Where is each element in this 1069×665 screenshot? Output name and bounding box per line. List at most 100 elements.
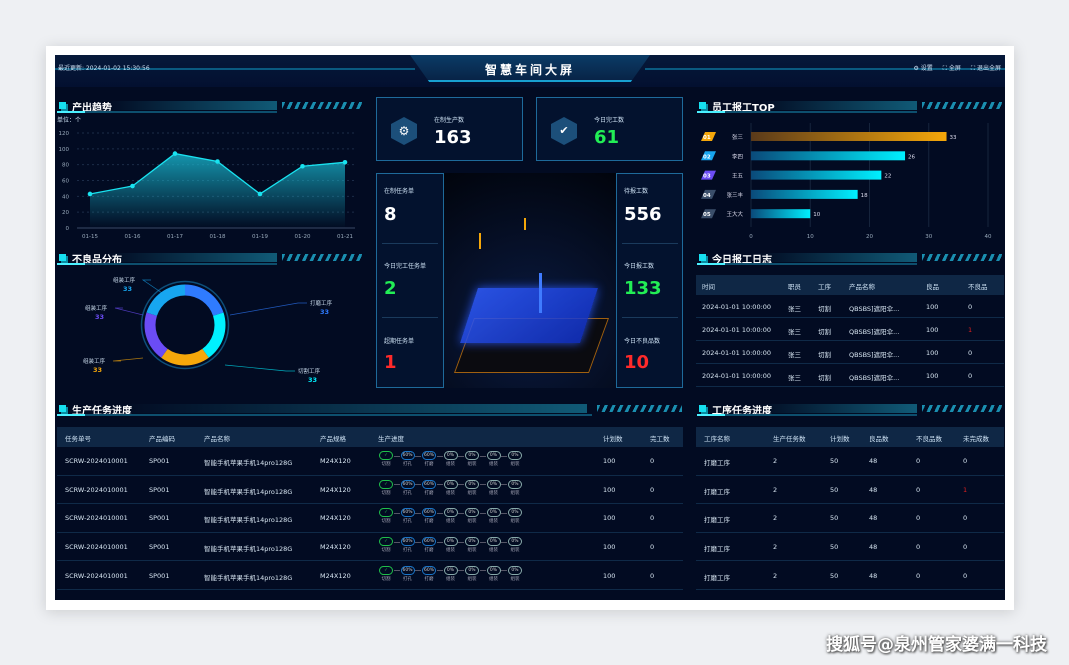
progress-step[interactable]: 0% xyxy=(465,565,479,575)
progress-step[interactable]: 0% xyxy=(465,479,479,489)
progress-step-label: 组装 xyxy=(446,462,455,468)
leader-line xyxy=(229,302,307,316)
check-badge-icon: ✔ xyxy=(551,117,577,145)
section-process-progress: 工序任务进度 xyxy=(697,402,1005,418)
progress-step[interactable]: 0% xyxy=(486,479,501,489)
progress-step[interactable]: 60% xyxy=(400,508,415,518)
table-cell: 100 xyxy=(603,485,616,494)
kpi-label: 在制生产数 xyxy=(434,117,465,124)
table-row: 打磨工序 2 50 48 0 0 xyxy=(696,561,1004,590)
kpi-value: 61 xyxy=(594,127,620,148)
progress-step[interactable]: 0% xyxy=(486,451,501,461)
table-cell: 48 xyxy=(869,514,878,523)
slice-value: 33 xyxy=(320,308,329,316)
progress-step-label: 组装 xyxy=(467,462,477,468)
table-cell: 50 xyxy=(830,514,839,523)
fullscreen-icon: ⛶ xyxy=(942,65,949,72)
fullscreen-button[interactable]: ⛶ 全屏 xyxy=(943,63,961,73)
rank-label: 02 xyxy=(703,154,711,160)
table-cell: 0 xyxy=(963,514,968,523)
column-header: 产品名称 xyxy=(849,283,875,291)
exit-fullscreen-button[interactable]: ⛶ 退出全屏 xyxy=(971,63,1001,73)
progress-step[interactable]: 60% xyxy=(422,565,436,575)
progress-step[interactable]: 0% xyxy=(486,537,501,547)
progress-step[interactable]: 60% xyxy=(422,479,436,489)
progress-step-label: 组装 xyxy=(446,519,455,525)
table-cell: 智能手机苹果手机14pro128G xyxy=(204,545,293,554)
progress-step[interactable]: ✓ xyxy=(379,508,393,518)
table-cell: M24X120 xyxy=(320,485,351,494)
progress-step[interactable]: 60% xyxy=(400,565,415,575)
progress-step[interactable]: ✓ xyxy=(379,479,393,489)
x-tick-label: 20 xyxy=(866,234,873,240)
table-cell: SCRW-2024010001 xyxy=(65,485,128,494)
column-header: 未完成数 xyxy=(963,435,989,443)
slice-label: 组装工序 xyxy=(83,357,106,365)
progress-step[interactable]: 60% xyxy=(400,537,415,547)
settings-button[interactable]: ⚙ 设置 xyxy=(913,63,932,73)
worker-name: 李四 xyxy=(732,152,743,160)
x-tick-label: 30 xyxy=(925,234,932,240)
x-tick-label: 0 xyxy=(749,234,753,240)
task-progress-table: 任务单号 产品编码 产品名称 产品规格 生产进度 计划数 完工数 SCRW-202401000… xyxy=(57,427,683,600)
progress-step[interactable]: 0% xyxy=(465,451,479,461)
progress-step-label: 打孔 xyxy=(403,519,412,525)
table-cell: SCRW-2024010001 xyxy=(65,514,128,523)
leader-line xyxy=(141,279,166,296)
progress-step[interactable]: 0% xyxy=(443,508,458,518)
progress-step-label: 打磨 xyxy=(424,519,434,525)
table-cell: 100 xyxy=(603,571,616,580)
slice-value: 33 xyxy=(123,285,132,293)
bar xyxy=(751,209,811,219)
progress-step[interactable]: 0% xyxy=(465,537,479,547)
table-cell: 0 xyxy=(963,543,968,552)
progress-step[interactable]: 0% xyxy=(443,537,458,547)
progress-step-label: 组装 xyxy=(510,462,520,468)
kpi-value: 1 xyxy=(384,352,397,373)
progress-step[interactable]: 60% xyxy=(422,508,436,518)
progress-step-label: 打磨 xyxy=(424,462,434,468)
section-icon xyxy=(699,405,706,412)
progress-step[interactable]: 0% xyxy=(508,537,522,547)
kpi-label: 今日报工数 xyxy=(624,263,655,270)
progress-step[interactable]: 60% xyxy=(400,479,415,489)
table-row: 打磨工序 2 50 48 0 0 xyxy=(696,533,1004,562)
progress-step[interactable]: 0% xyxy=(508,479,522,489)
progress-step[interactable]: 0% xyxy=(443,565,458,575)
slice-label: 切割工序 xyxy=(298,367,321,375)
progress-step[interactable]: 0% xyxy=(508,508,522,518)
progress-step[interactable]: 60% xyxy=(422,451,436,461)
data-point xyxy=(257,191,263,197)
progress-step[interactable]: ✓ xyxy=(379,537,393,547)
step-connector xyxy=(501,512,507,514)
progress-step[interactable]: 0% xyxy=(443,479,458,489)
progress-step-label: 组装 xyxy=(489,462,498,468)
progress-step-label: 切割 xyxy=(381,576,391,582)
step-connector xyxy=(393,541,400,543)
kpi-value: 10 xyxy=(624,352,650,373)
progress-step[interactable]: ✓ xyxy=(379,451,393,461)
progress-step[interactable]: 0% xyxy=(443,451,458,461)
table-cell: M24X120 xyxy=(320,543,351,552)
column-header: 产品名称 xyxy=(204,435,230,443)
progress-step[interactable]: 0% xyxy=(486,565,501,575)
progress-step[interactable]: ✓ xyxy=(379,565,393,575)
progress-step[interactable]: 60% xyxy=(400,451,415,461)
progress-step[interactable]: 60% xyxy=(422,537,436,547)
table-row: 打磨工序 2 50 48 0 0 xyxy=(696,504,1004,533)
progress-step[interactable]: 0% xyxy=(486,508,501,518)
table-cell: 50 xyxy=(830,543,839,552)
progress-step[interactable]: 0% xyxy=(508,451,522,461)
progress-step[interactable]: 0% xyxy=(465,508,479,518)
table-cell: 0 xyxy=(650,543,655,552)
worker-name: 张三 xyxy=(732,133,744,141)
table-cell: 48 xyxy=(869,543,878,552)
table-cell: SP001 xyxy=(149,457,170,466)
progress-step-label: 组装 xyxy=(510,490,520,496)
step-connector xyxy=(415,512,421,514)
step-connector xyxy=(436,484,443,486)
table-cell: 0 xyxy=(916,485,921,494)
y-tick-label: 40 xyxy=(62,194,69,200)
progress-step[interactable]: 0% xyxy=(508,565,522,575)
progress-step-label: 组装 xyxy=(467,490,477,496)
